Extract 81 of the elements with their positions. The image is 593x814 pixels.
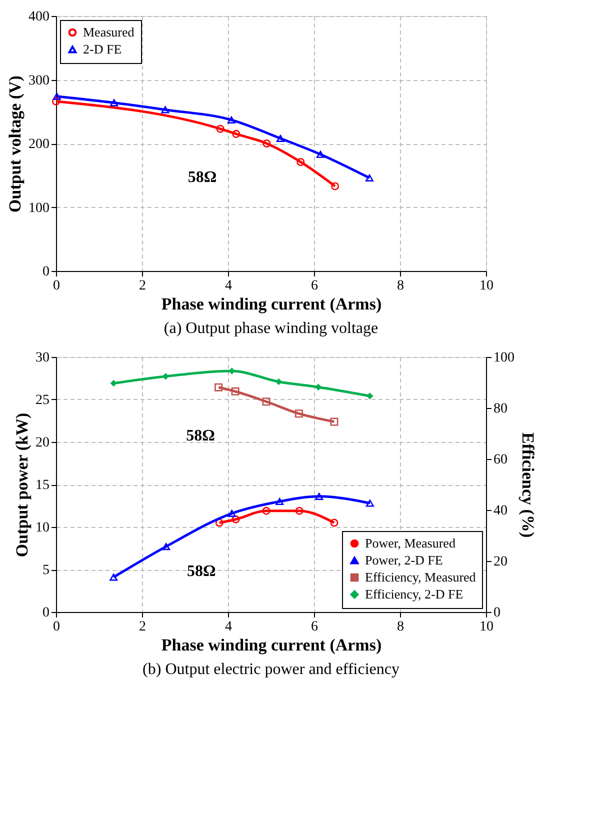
point [276, 134, 284, 142]
y-tick-label: 300 [28, 73, 50, 88]
point [315, 492, 324, 500]
x-tick-label: 6 [311, 278, 318, 294]
point [228, 510, 236, 517]
y2-tick-label: 20 [494, 554, 508, 570]
point [276, 498, 284, 506]
x-tick-label: 8 [397, 278, 404, 294]
y-tick-label: 0 [42, 264, 50, 280]
x-tick-label: 4 [225, 620, 232, 634]
text: (b) Output electric power and efficiency [142, 661, 400, 678]
y2-tick-label: 40 [494, 504, 508, 518]
point [162, 542, 170, 550]
point [110, 380, 117, 387]
y-tick-label: 5 [42, 563, 50, 578]
annotation: 58Ω [186, 562, 216, 580]
point [294, 410, 303, 418]
point [228, 368, 236, 374]
point [110, 99, 118, 106]
x-tick-label: 0 [53, 620, 60, 634]
y2-tick-label: 60 [494, 452, 508, 468]
point [216, 124, 224, 133]
point [232, 515, 240, 524]
point [262, 506, 270, 515]
y2-tick-label: 100 [494, 350, 514, 366]
y2-axis-title: Efficiency (%) [518, 432, 538, 538]
y-tick-label: 400 [28, 10, 50, 24]
y-tick-label: 15 [36, 478, 50, 493]
legend-label: Efficiency, 2-D FE [365, 586, 464, 602]
y-axis-title: Output power (kW) [12, 412, 32, 558]
y-tick-label: 10 [36, 520, 50, 536]
x-tick-label: 10 [480, 620, 494, 634]
y-tick-label: 20 [36, 436, 50, 450]
point [366, 392, 374, 400]
point [232, 130, 240, 138]
point [296, 158, 305, 166]
text: (a) Output phase winding voltage [164, 320, 378, 337]
point [162, 373, 170, 380]
y-tick-label: 25 [36, 393, 50, 408]
point [215, 518, 224, 527]
x-tick-label: 6 [311, 620, 318, 634]
point [331, 182, 340, 190]
legend-label: Measured [83, 24, 135, 40]
y2-tick-label: 80 [494, 402, 508, 416]
x-axis-title: Phase winding current (Arms) [161, 636, 382, 654]
legend-label: Power, 2-D FE [365, 552, 443, 568]
y2-tick-label: 0 [494, 606, 500, 620]
y-tick-label: 100 [28, 200, 50, 216]
x-tick-label: 4 [225, 278, 232, 294]
x-tick-label: 0 [53, 278, 60, 294]
point [275, 378, 282, 386]
point [314, 384, 322, 390]
legend-label: Efficiency, Measured [365, 570, 476, 584]
point [330, 418, 338, 426]
y-tick-label: 30 [36, 350, 50, 366]
point [366, 500, 374, 507]
point [262, 140, 271, 148]
point [52, 97, 60, 106]
annotation: 58Ω [186, 428, 216, 445]
legend-label: Power, Measured [365, 536, 456, 550]
point [365, 174, 374, 182]
point [231, 387, 240, 396]
point [316, 150, 324, 158]
y-tick-label: 0 [42, 606, 50, 620]
x-tick-label: 2 [139, 620, 146, 634]
point [262, 398, 270, 406]
y-axis-title: Output voltage (V) [6, 76, 24, 212]
point [110, 574, 118, 581]
point [161, 106, 170, 114]
x-tick-label: 2 [139, 278, 146, 294]
point [295, 506, 304, 515]
y-tick-label: 200 [28, 137, 50, 152]
legend-label: 2-D FE [83, 42, 122, 56]
point [52, 92, 61, 100]
x-tick-label: 10 [480, 278, 494, 294]
point [214, 383, 223, 392]
point [330, 518, 338, 527]
x-axis-title: Phase winding current (Arms) [161, 294, 382, 314]
annotation: 58Ω [188, 168, 217, 186]
x-tick-label: 8 [397, 620, 404, 634]
point [227, 116, 236, 124]
